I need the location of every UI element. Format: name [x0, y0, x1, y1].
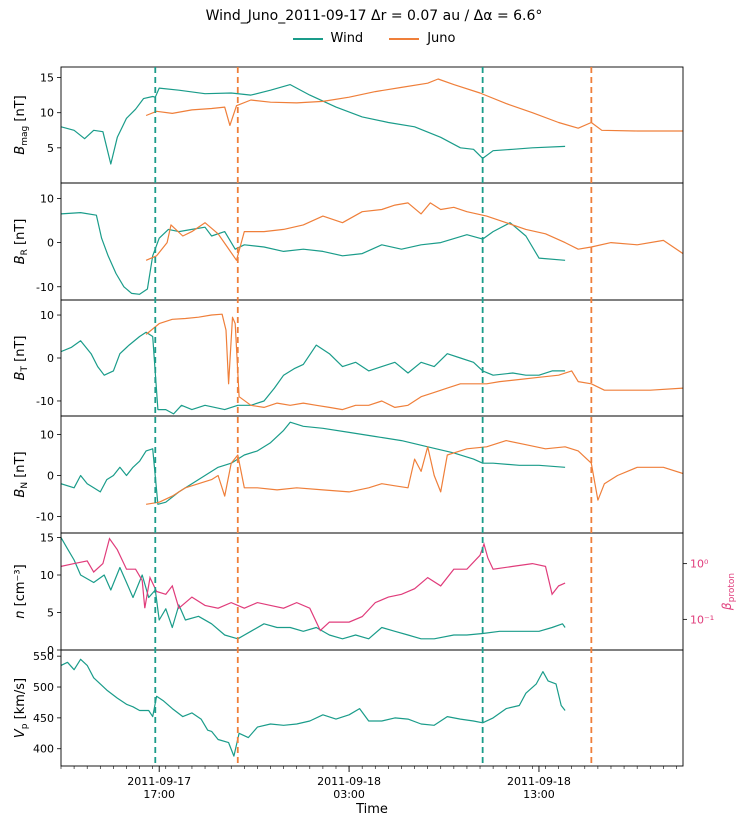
panel-bmag: 5 10 15 Bmag [nT] — [13, 66, 684, 184]
y-tick-label-n-1: 5 — [47, 607, 54, 620]
y-tick-label-vp-0: 400 — [33, 743, 54, 756]
right-axis-label: βproton — [720, 573, 737, 611]
y-tick-label-bmag-1: 10 — [40, 107, 54, 120]
y-axis-label-bn: BN [nT] — [13, 451, 30, 497]
legend-label-wind: Wind — [330, 31, 364, 46]
x-tick-label-time-1: 03:00 — [333, 788, 365, 801]
x-tick-label-date-2: 2011-09-18 — [507, 775, 571, 788]
y-tick-label-n-2: 10 — [40, 569, 54, 582]
y-axis-label-vp: Vp [km/s] — [13, 678, 30, 738]
y-tick-label-bt-2: 10 — [40, 309, 54, 322]
panel-frame-bmag — [60, 66, 684, 184]
series-line-juno-bn — [146, 440, 683, 505]
y-tick-label-br-0: -10 — [36, 281, 54, 294]
x-tick-label-date-1: 2011-09-18 — [317, 775, 381, 788]
y-axis-label-bt: BT [nT] — [13, 336, 30, 381]
legend-item-wind: Wind — [292, 31, 364, 46]
series-line-wind-n — [61, 537, 566, 640]
panel-frame-vp — [60, 649, 684, 767]
y-axis-label-br: BR [nT] — [13, 219, 30, 265]
y-tick-label-br-1: 0 — [47, 237, 54, 250]
y-tick-label-bn-2: 10 — [40, 428, 54, 441]
series-line-wind-vp — [61, 658, 566, 757]
legend-swatch-juno — [389, 37, 420, 40]
y-tick-label-br-2: 10 — [40, 192, 54, 205]
x-tick-label-time-2: 13:00 — [523, 788, 555, 801]
legend-item-juno: Juno — [389, 31, 455, 46]
y-tick-label-vp-2: 500 — [33, 681, 54, 694]
panel-n: 10⁰ 10⁻¹ βproton 0 5 10 15 n [cm⁻³] — [13, 532, 737, 658]
x-tick-label-time-0: 17:00 — [143, 788, 175, 801]
series-line-juno-bt — [145, 313, 683, 411]
series-line-juno-bmag — [145, 78, 683, 132]
y-tick-label-bn-1: 0 — [47, 470, 54, 483]
series-line-beta-proton — [61, 537, 566, 632]
y-tick-label-bmag-2: 15 — [40, 72, 54, 85]
legend-label-juno: Juno — [427, 31, 456, 46]
panel-bt: -10 0 10 BT [nT] — [13, 299, 684, 417]
y-tick-label-vp-3: 550 — [33, 650, 54, 663]
legend: Wind Juno — [0, 31, 748, 46]
y-tick-label-n-0: 0 — [47, 644, 54, 657]
x-axis-label: Time — [355, 802, 388, 817]
y-tick-label-bt-1: 0 — [47, 352, 54, 365]
series-line-wind-bt — [61, 331, 566, 415]
y-axis-label-bmag: Bmag [nT] — [13, 95, 30, 154]
y-axis-label-n: n [cm⁻³] — [13, 564, 28, 618]
panel-br: -10 0 10 BR [nT] — [13, 182, 684, 301]
series-line-juno-br — [145, 202, 683, 261]
chart-title: Wind_Juno_2011-09-17 Δr = 0.07 au / Δα =… — [205, 8, 543, 24]
panel-bn: -10 0 10 BN [nT] — [13, 415, 684, 534]
y-tick-label-n-3: 15 — [40, 532, 54, 545]
series-line-wind-bn — [61, 421, 566, 505]
series-line-wind-bmag — [61, 83, 566, 165]
panel-vp: 400 450 500 550 Vp [km/s] — [13, 649, 684, 767]
y-tick-label-bn-0: -10 — [36, 511, 54, 524]
panel-frame-br — [60, 182, 684, 301]
x-tick-label-date-0: 2011-09-17 — [127, 775, 191, 788]
right-tick-label-0: 10⁰ — [690, 558, 709, 571]
y-tick-label-bmag-0: 5 — [47, 142, 54, 155]
panel-frame-bn — [60, 415, 684, 534]
series-line-wind-br — [61, 212, 566, 295]
legend-swatch-wind — [292, 37, 323, 40]
right-tick-label-1: 10⁻¹ — [690, 613, 714, 626]
y-tick-label-bt-0: -10 — [36, 395, 54, 408]
y-tick-label-vp-1: 450 — [33, 712, 54, 725]
